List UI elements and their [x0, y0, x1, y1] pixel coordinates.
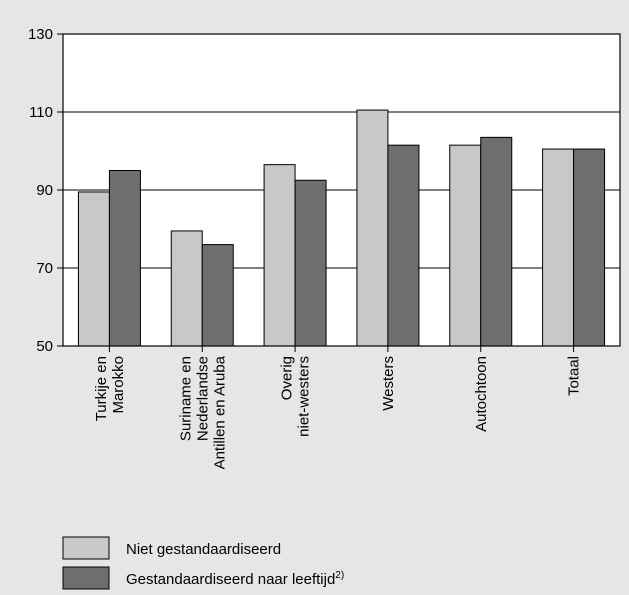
x-tick-label-text-5: Autochtoon	[473, 356, 490, 432]
x-tick-label-text-1: Turkije enMarokko	[93, 356, 127, 421]
x-tick-label-line: niet-westers	[296, 356, 313, 437]
x-tick-label-line: Westers	[380, 356, 397, 411]
legend-label-niet-gestandaardiseerd: Niet gestandaardiseerd	[126, 541, 281, 558]
legend: Niet gestandaardiseerd Gestandaardiseerd…	[62, 536, 344, 590]
legend-label-gestandaardiseerd: Gestandaardiseerd naar leeftijd2)	[126, 570, 344, 588]
legend-swatch-gestandaardiseerd	[62, 566, 110, 590]
gridlines	[63, 111, 620, 269]
bar-s1-c4	[356, 109, 389, 347]
x-tick-label-line: Antillen en Aruba	[211, 355, 228, 469]
y-tick-label-50: 50	[36, 338, 53, 355]
bar-s1-c3	[263, 164, 296, 347]
bar-s2-c4	[387, 144, 420, 347]
x-tick-label-text-2: Suriname enNederlandseAntillen en Aruba	[177, 355, 228, 469]
x-axis: Turkije enMarokko Suriname enNederlandseA…	[93, 346, 583, 469]
x-tick-label-6: Totaal	[566, 356, 583, 396]
legend-label-gestandaardiseerd-text: Gestandaardiseerd naar leeftijd	[126, 571, 335, 588]
x-tick-label-text-4: Westers	[380, 356, 397, 411]
bar-s1-c1	[77, 191, 110, 347]
bar-s1-c2	[170, 230, 203, 347]
x-tick-label-line: Suriname en	[177, 356, 194, 441]
legend-swatch-niet-gestandaardiseerd	[62, 536, 110, 560]
x-tick-label-line: Autochtoon	[473, 356, 490, 432]
y-tick-label-70: 70	[36, 260, 53, 277]
x-tick-label-2: Suriname enNederlandseAntillen en Aruba	[177, 355, 228, 469]
bar-s1-c5	[449, 144, 482, 347]
legend-footnote-superscript: 2)	[335, 570, 344, 581]
x-tick-label-1: Turkije enMarokko	[93, 356, 127, 421]
x-tick-label-line: Overig	[279, 356, 296, 400]
y-tick-label-130: 130	[28, 26, 53, 43]
x-tick-label-5: Autochtoon	[473, 356, 490, 432]
bars	[77, 109, 606, 347]
bar-s2-c3	[294, 179, 327, 347]
x-tick-label-line: Marokko	[110, 356, 127, 414]
x-tick-label-line: Nederlandse	[194, 356, 211, 441]
bar-s1-c6	[542, 148, 575, 347]
x-tick-label-line: Turkije en	[93, 356, 110, 421]
y-tick-label-90: 90	[36, 182, 53, 199]
x-tick-label-text-6: Totaal	[566, 356, 583, 396]
x-tick-label-text-3: Overigniet-westers	[279, 356, 313, 437]
x-tick-label-3: Overigniet-westers	[279, 356, 313, 437]
y-tick-label-110: 110	[29, 104, 53, 121]
bar-s2-c1	[108, 170, 141, 347]
bar-s2-c2	[201, 244, 234, 347]
y-axis: 50 70 90 110 130	[28, 26, 63, 355]
x-tick-label-4: Westers	[380, 356, 397, 411]
bar-s2-c6	[573, 148, 606, 347]
bar-s2-c5	[480, 136, 513, 347]
x-tick-label-line: Totaal	[566, 356, 583, 396]
